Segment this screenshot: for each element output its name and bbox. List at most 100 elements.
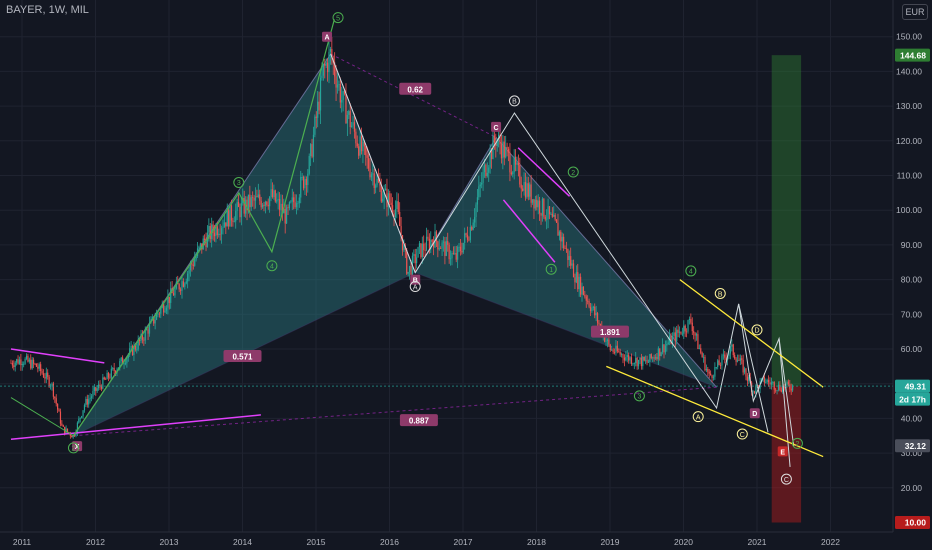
candle-body <box>41 371 43 374</box>
candle-body <box>506 146 508 149</box>
candle-body <box>418 243 421 248</box>
price-tick-label: 150.00 <box>896 32 922 42</box>
candle-body <box>465 233 467 235</box>
candle-body <box>671 335 674 344</box>
candle-body <box>745 368 747 377</box>
candle-body <box>293 197 295 203</box>
price-tick-label: 100.00 <box>896 205 922 215</box>
candle-body <box>37 366 39 369</box>
candle-body <box>642 356 644 367</box>
candle-body <box>295 203 298 208</box>
point-label-x: X <box>75 444 80 451</box>
candle-body <box>153 316 155 324</box>
time-tick-label: 2021 <box>748 537 767 547</box>
candle-body <box>302 176 305 189</box>
candle-body <box>127 354 129 358</box>
candle-body <box>693 331 695 333</box>
ratio-label-0-887-bg <box>399 414 438 427</box>
candle-body <box>719 365 722 366</box>
candle-body <box>71 435 73 438</box>
candle-body <box>690 318 692 323</box>
candle-body <box>592 306 594 308</box>
candle-body <box>301 176 303 178</box>
wave-a-right: A <box>696 414 701 421</box>
candle-body <box>228 210 230 227</box>
candle-body <box>736 360 739 362</box>
price-badge-bg <box>895 379 930 393</box>
price-tick-label: 30.00 <box>901 448 923 458</box>
elliott-3-low-circle <box>633 390 645 402</box>
candle-body <box>243 197 245 214</box>
candle-body <box>99 384 101 387</box>
candle-body <box>714 367 716 377</box>
candle-body <box>23 363 25 365</box>
candle-body <box>25 355 28 359</box>
candle-body <box>466 234 469 240</box>
candle-body <box>318 101 320 111</box>
candle-body <box>510 172 512 175</box>
candle-body <box>269 196 271 207</box>
candle-body <box>52 383 54 397</box>
candle-body <box>677 329 679 333</box>
candle-body <box>534 199 536 209</box>
candle-body <box>290 201 292 203</box>
candle-body <box>17 359 19 364</box>
candle-body <box>16 359 18 363</box>
candle-body <box>204 238 206 241</box>
candle-body <box>752 391 754 393</box>
candle-body <box>356 143 358 147</box>
candle-body <box>198 246 200 249</box>
candle-body <box>38 364 40 369</box>
candle-body <box>461 251 463 253</box>
candle-body <box>659 348 661 357</box>
currency-button[interactable]: EUR <box>902 4 928 20</box>
price-tick-label: 120.00 <box>896 136 922 146</box>
elliott-5-top-circle <box>332 12 344 24</box>
candle-body <box>551 213 553 217</box>
elliott-1-mid: 1 <box>549 267 553 274</box>
candle-body <box>479 184 481 187</box>
wave-b-right: B <box>718 291 723 298</box>
candle-body <box>236 201 238 211</box>
price-tick-label: 20.00 <box>901 483 923 493</box>
candle-body <box>401 235 404 251</box>
candle-body <box>396 201 398 209</box>
candle-body <box>250 197 252 208</box>
candle-body <box>253 198 255 201</box>
candle-body <box>358 146 360 156</box>
point-label-a-bg <box>322 31 333 42</box>
point-label-c: C <box>494 125 499 132</box>
candle-body <box>263 204 265 206</box>
candle-body <box>351 125 353 128</box>
candle-body <box>274 190 276 202</box>
candle-body <box>194 259 196 266</box>
candle-body <box>397 201 399 212</box>
candle-body <box>442 241 445 243</box>
candle-body <box>126 357 128 364</box>
candle-body <box>514 156 517 165</box>
candle-body <box>362 141 364 152</box>
time-tick-label: 2013 <box>160 537 179 547</box>
candle-body <box>148 322 151 334</box>
candle-body <box>133 345 135 355</box>
price-badge: 2d 17h <box>899 394 926 404</box>
candle-body <box>195 256 197 260</box>
elliott-4-right: 4 <box>689 269 693 276</box>
candle-body <box>650 354 652 359</box>
candle-body <box>581 286 583 295</box>
candle-body <box>444 241 446 256</box>
time-tick-label: 2015 <box>307 537 326 547</box>
elliott-3-low: 3 <box>637 394 641 401</box>
candle-body <box>435 231 438 242</box>
candle-body <box>731 344 733 347</box>
candle-body <box>715 367 717 368</box>
candle-body <box>635 357 637 364</box>
candle-body <box>570 256 572 266</box>
candle-body <box>611 349 613 351</box>
candle-body <box>305 178 307 185</box>
candle-body <box>225 222 227 227</box>
candle-body <box>90 396 93 398</box>
candle-body <box>741 358 743 360</box>
price-axis-panel <box>893 0 932 550</box>
